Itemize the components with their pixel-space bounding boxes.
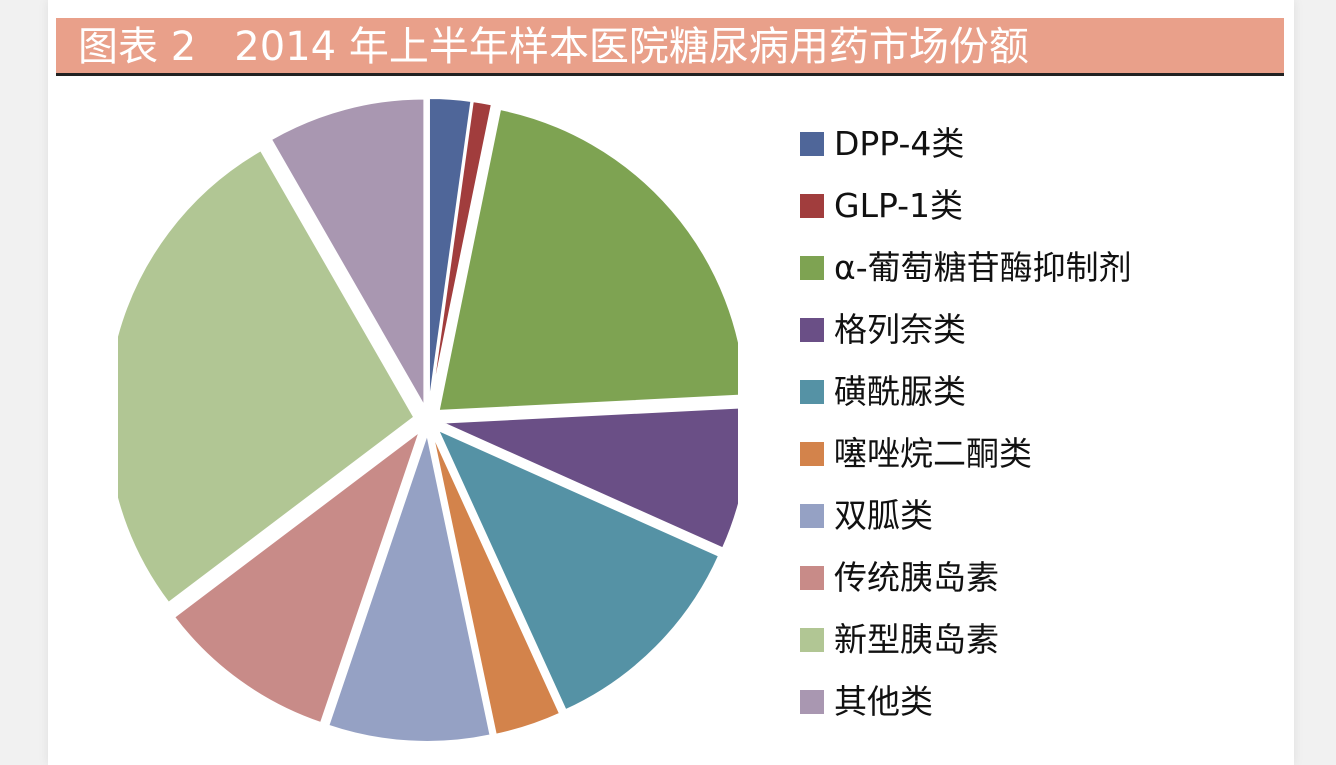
legend-label: DPP-4类 (834, 124, 965, 163)
chart-legend: DPP-4类 GLP-1类 α-葡萄糖苷酶抑制剂 格列奈类磺酰脲类噻唑烷二酮类 双胍类传… (800, 113, 1132, 733)
pie-slice-8 (172, 428, 422, 725)
legend-swatch (800, 442, 824, 466)
legend-label: 双胍类 (834, 496, 933, 535)
legend-swatch (800, 256, 824, 280)
legend-swatch (800, 380, 824, 404)
pie-slice-4 (441, 406, 738, 550)
legend-swatch (800, 628, 824, 652)
pie-slice-10 (269, 97, 426, 411)
legend-item: α-葡萄糖苷酶抑制剂 (800, 237, 1132, 299)
legend-label: 传统胰岛素 (834, 558, 999, 597)
pie-slice-6 (431, 432, 562, 736)
legend-label: 磺酰脲类 (834, 372, 966, 411)
pie-chart (118, 97, 738, 743)
pie-slice-5 (435, 427, 721, 712)
legend-item: 格列奈类 (800, 299, 1132, 361)
legend-item: 传统胰岛素 (800, 547, 1132, 609)
legend-label: 噻唑烷二酮类 (834, 434, 1032, 473)
legend-swatch (800, 690, 824, 714)
pie-slice-1 (427, 97, 473, 407)
pie-slice-9 (118, 148, 416, 605)
legend-swatch (800, 566, 824, 590)
legend-swatch (800, 318, 824, 342)
legend-item: 噻唑烷二酮类 (800, 423, 1132, 485)
legend-label: 新型胰岛素 (834, 620, 999, 659)
page-card: 图表 2 2014 年上半年样本医院糖尿病用药市场份额 DPP-4类 GLP-1类… (48, 0, 1294, 765)
legend-item: DPP-4类 (800, 113, 1132, 175)
legend-label: 格列奈类 (834, 310, 966, 349)
legend-swatch (800, 132, 824, 156)
pie-slice-7 (327, 430, 492, 743)
legend-item: 其他类 (800, 671, 1132, 733)
pie-slice-2 (429, 100, 494, 407)
chart-title: 图表 2 2014 年上半年样本医院糖尿病用药市场份额 (78, 24, 1029, 70)
legend-swatch (800, 194, 824, 218)
legend-item: GLP-1类 (800, 175, 1132, 237)
title-bar: 图表 2 2014 年上半年样本医院糖尿病用药市场份额 (56, 18, 1284, 76)
legend-item: 磺酰脲类 (800, 361, 1132, 423)
pie-slice-3 (437, 107, 738, 412)
legend-label: α-葡萄糖苷酶抑制剂 (834, 248, 1132, 287)
legend-swatch (800, 504, 824, 528)
legend-label: 其他类 (834, 682, 933, 721)
legend-item: 新型胰岛素 (800, 609, 1132, 671)
legend-label: GLP-1类 (834, 186, 964, 225)
legend-item: 双胍类 (800, 485, 1132, 547)
